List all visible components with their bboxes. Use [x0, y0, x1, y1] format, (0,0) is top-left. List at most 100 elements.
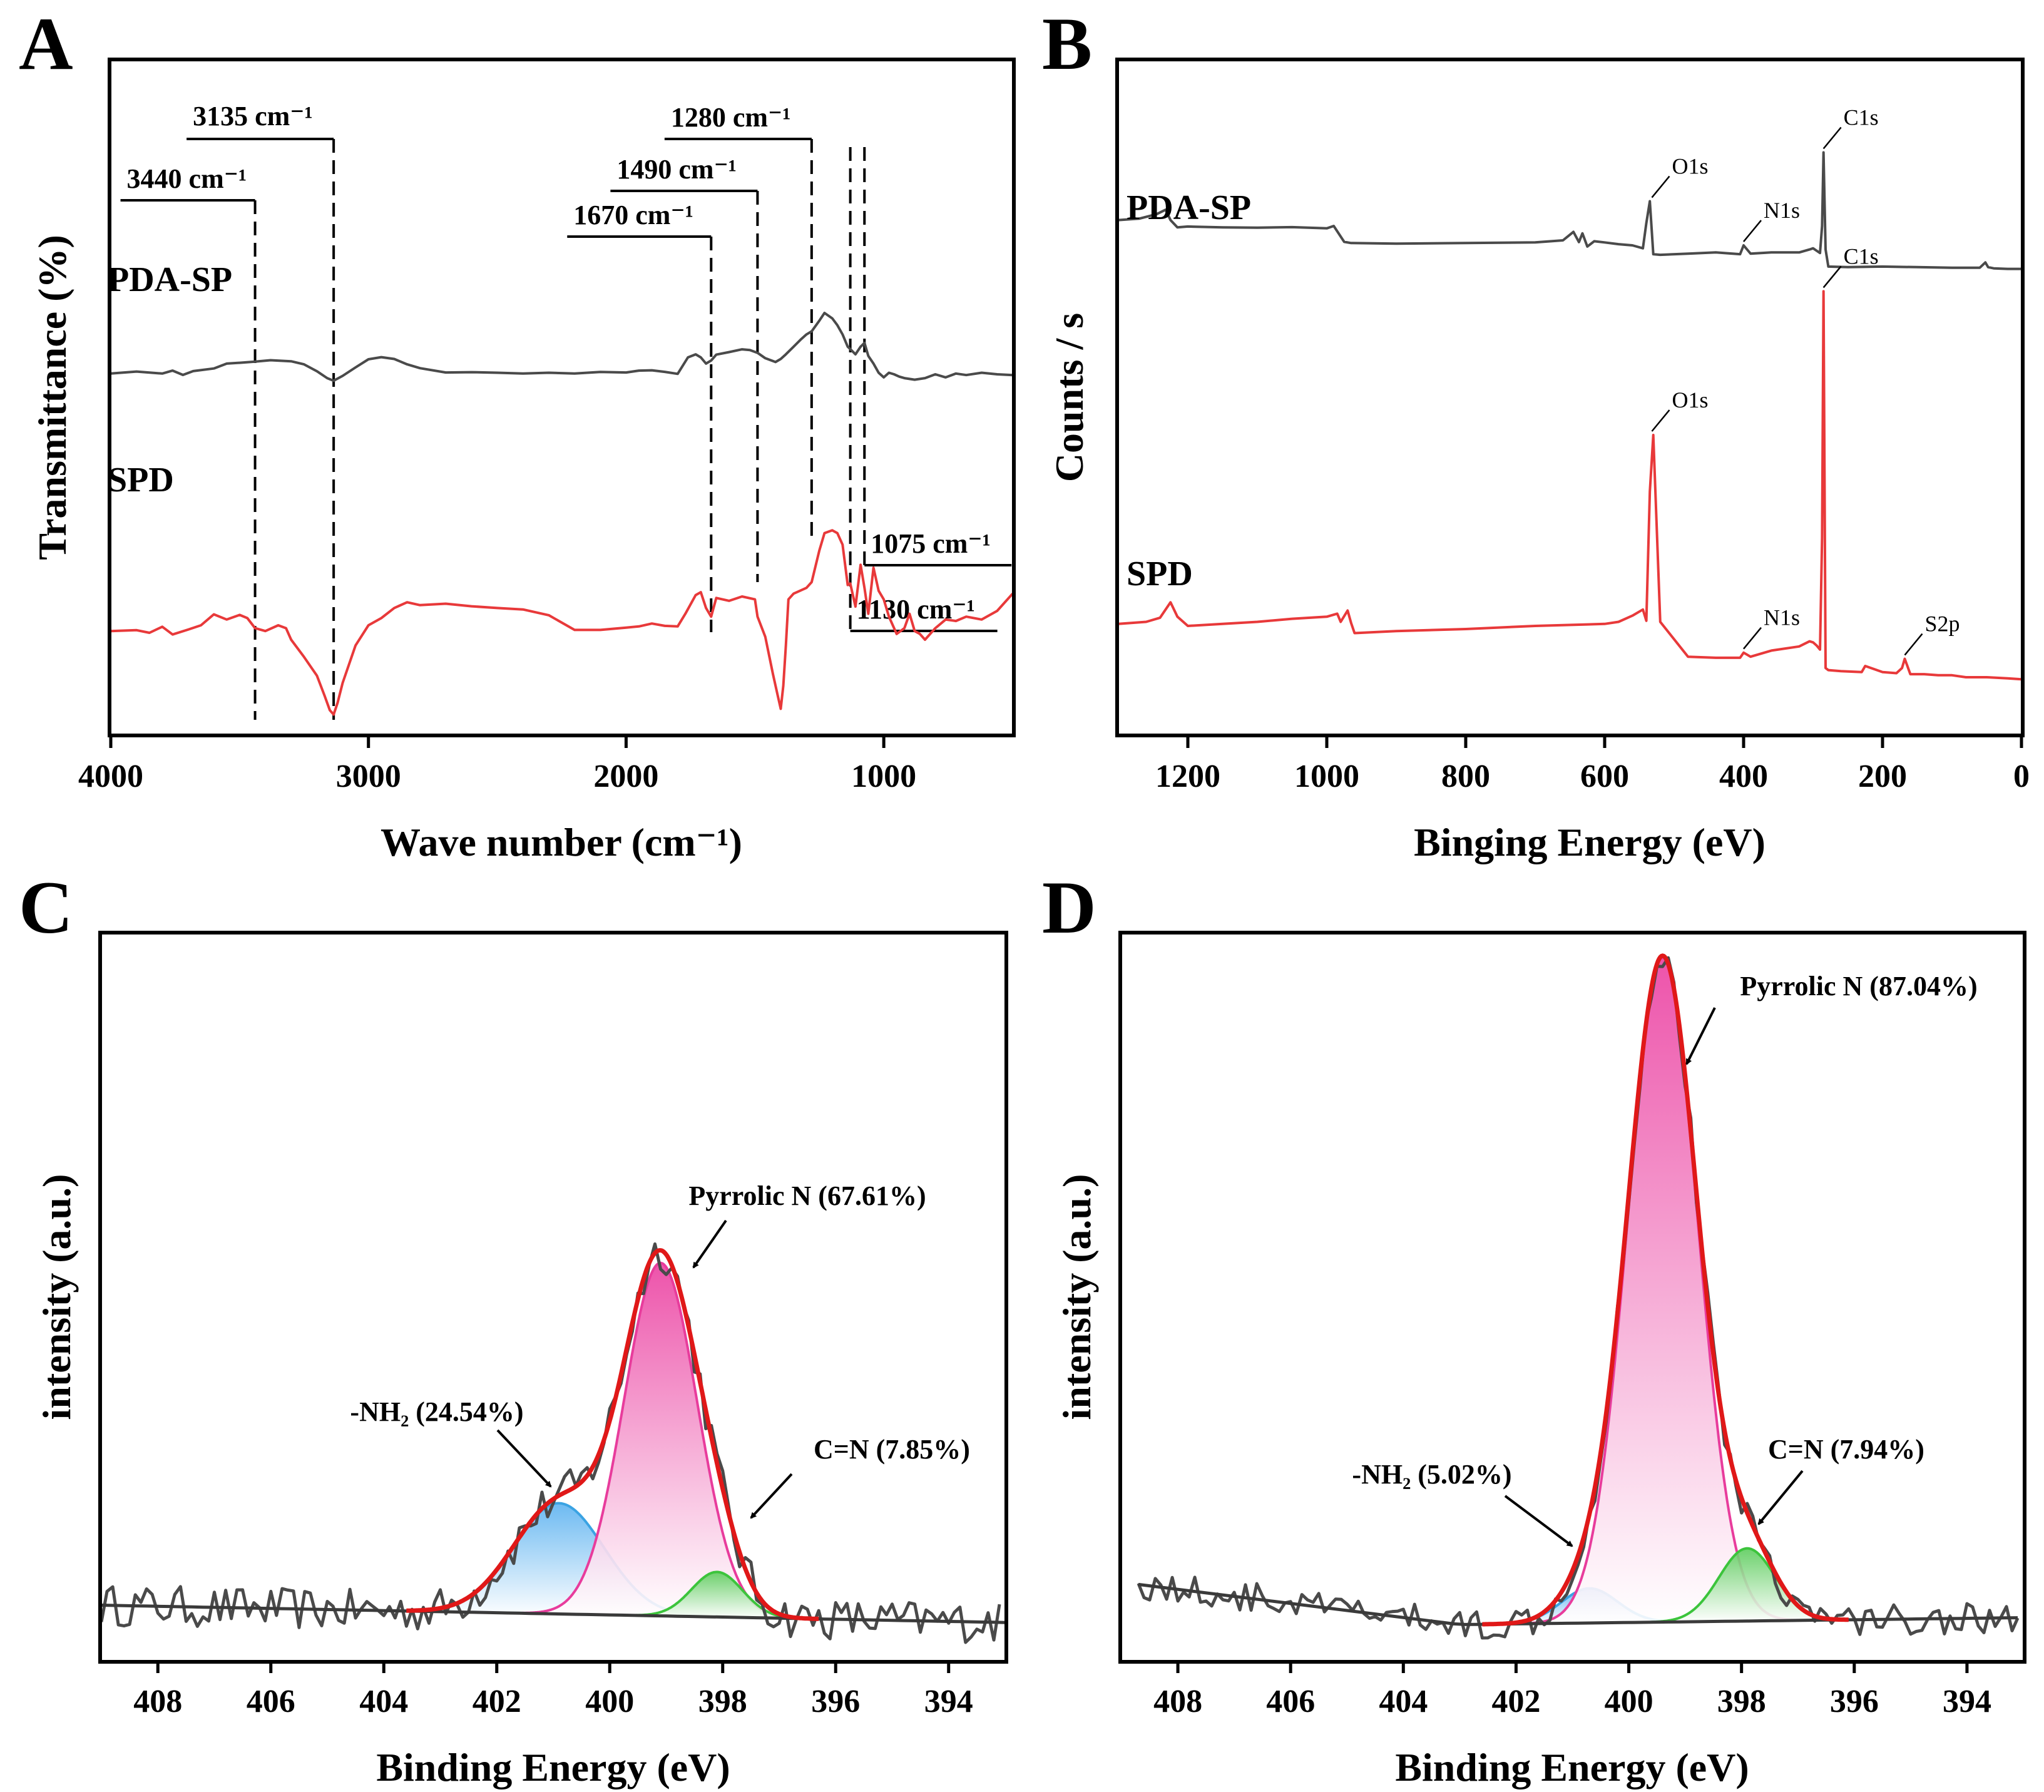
- peak-leader-pda-sp-n1s: [1743, 220, 1762, 242]
- component-arrow-pyrrolic-n: [1685, 1007, 1716, 1065]
- peak-leader-spd-s2p: [1904, 633, 1923, 656]
- plot-frame-b: [1115, 58, 2025, 737]
- peak-label-spd-s2p: S2p: [1925, 612, 1960, 637]
- component-arrow-c-n: [1757, 1470, 1804, 1525]
- x-tick-label-c-396: 396: [811, 1684, 860, 1719]
- component-arrow-nh: [1504, 1495, 1573, 1547]
- x-tick-label-c-398: 398: [698, 1684, 747, 1719]
- panel-label-c: C: [19, 866, 73, 949]
- component-label-nh: -NH₂ (24.54%): [350, 1396, 523, 1427]
- x-tick-label-d-404: 404: [1379, 1684, 1428, 1719]
- peak-label-3440-cm: 3440 cm⁻¹: [127, 163, 247, 194]
- peak-label-1280-cm: 1280 cm⁻¹: [671, 102, 791, 133]
- ftir-annotations: 3440 cm⁻¹ 3135 cm⁻¹ 1670 cm⁻¹ 1490 cm⁻¹ 1280…: [120, 101, 1012, 720]
- panel-b: B C1s O1s N1s C1s O1s N1s S2p 1200 1000 800 600 40…: [1042, 2, 2030, 864]
- x-tick-label-d-400: 400: [1605, 1684, 1653, 1719]
- x-tick-label-b-0: 0: [2013, 759, 2030, 794]
- x-ticks-a: 4000 3000 2000 1000: [78, 735, 916, 794]
- x-tick-label-a-1000: 1000: [851, 759, 916, 794]
- component-label-pyrrolic-n: Pyrrolic N (87.04%): [1740, 971, 1977, 1001]
- panel-d: D 408 406 404 402 400 398 396 394 Pyrrolic N (8…: [1042, 866, 2026, 1789]
- component-label-pyrrolic-n: Pyrrolic N (67.61%): [688, 1180, 926, 1211]
- panel-label-d: D: [1042, 866, 1096, 949]
- component-fill-c-n: [615, 1572, 819, 1619]
- peak-label-1075-cm: 1075 cm⁻¹: [871, 528, 991, 559]
- xps-survey-series: [1118, 151, 2022, 681]
- x-ticks-b: 1200 1000 800 600 400 200 0: [1155, 735, 2030, 794]
- envelope-fit: [406, 1248, 819, 1621]
- x-ticks-c: 408 406 404 402 400 398 396 394: [133, 1661, 973, 1719]
- component-arrow-nh: [496, 1429, 552, 1488]
- panel-label-b: B: [1042, 2, 1092, 85]
- peak-label-spd-c1s: C1s: [1844, 243, 1879, 269]
- peak-leader-spd-o1s: [1651, 409, 1670, 432]
- component-fill-nh: [378, 1503, 740, 1618]
- component-arrow-c-n: [750, 1473, 793, 1519]
- peak-label-pda-sp-o1s: O1s: [1672, 154, 1708, 179]
- plot-frame-d: [1118, 931, 2026, 1664]
- peak-label-1490-cm: 1490 cm⁻¹: [616, 154, 737, 185]
- x-tick-label-c-394: 394: [924, 1684, 973, 1719]
- ftir-series: [110, 312, 1014, 716]
- y-axis-title-c: intensity (a.u.): [34, 1174, 79, 1420]
- background-line: [101, 1604, 1006, 1624]
- x-tick-label-a-4000: 4000: [78, 759, 143, 794]
- peak-leader-spd-n1s: [1743, 627, 1762, 650]
- component-label-c-n: C=N (7.85%): [814, 1434, 970, 1465]
- y-axis-title-b: Counts / s: [1047, 313, 1091, 482]
- peak-leader-spd-c1s: [1822, 265, 1842, 289]
- plot-frame-a: [108, 58, 1016, 737]
- series-line-pda-sp: [110, 312, 1013, 382]
- series-label-pda-sp-a: PDA-SP: [108, 260, 232, 299]
- plot-frame-c: [98, 931, 1008, 1664]
- peak-label-pda-sp-n1s: N1s: [1764, 198, 1800, 223]
- peak-label-1670-cm: 1670 cm⁻¹: [573, 200, 693, 230]
- component-fill-pyrrolic-n: [513, 1262, 808, 1619]
- x-tick-label-d-406: 406: [1266, 1684, 1315, 1719]
- peak-label-1130-cm: 1130 cm⁻¹: [857, 594, 975, 625]
- x-tick-label-b-800: 800: [1441, 759, 1490, 794]
- x-tick-label-d-402: 402: [1491, 1684, 1540, 1719]
- x-tick-label-c-402: 402: [473, 1684, 521, 1719]
- peak-leader-pda-sp-o1s: [1651, 175, 1670, 198]
- y-axis-title-d: intensity (a.u.): [1055, 1174, 1099, 1420]
- series-label-pda-sp-b: PDA-SP: [1127, 188, 1251, 227]
- x-tick-label-b-1200: 1200: [1155, 759, 1220, 794]
- x-tick-label-d-394: 394: [1943, 1684, 1991, 1719]
- peak-label-pda-sp-c1s: C1s: [1844, 105, 1879, 130]
- x-tick-label-a-2000: 2000: [593, 759, 658, 794]
- x-tick-label-a-3000: 3000: [336, 759, 401, 794]
- y-axis-title-a: Transmittance (%): [30, 235, 74, 560]
- x-tick-label-b-200: 200: [1858, 759, 1907, 794]
- component-label-nh: -NH₂ (5.02%): [1352, 1459, 1511, 1490]
- x-tick-label-d-396: 396: [1830, 1684, 1879, 1719]
- x-axis-title-d: Binding Energy (eV): [1395, 1745, 1749, 1789]
- xps-peak-labels: C1s O1s N1s C1s O1s N1s S2p: [1651, 105, 1960, 656]
- peak-label-spd-n1s: N1s: [1764, 605, 1800, 630]
- peak-label-spd-o1s: O1s: [1672, 387, 1708, 412]
- series-label-spd-a: SPD: [108, 461, 174, 499]
- x-tick-label-d-408: 408: [1153, 1684, 1202, 1719]
- n1s-fit-d: [1137, 953, 2020, 1640]
- series-line-spd: [110, 529, 1014, 716]
- component-labels-c: Pyrrolic N (67.61%) -NH₂ (24.54%) C=N (7.8…: [350, 1180, 970, 1519]
- series-label-spd-b: SPD: [1127, 555, 1193, 593]
- component-fill-c-n: [1634, 1548, 1860, 1623]
- x-tick-label-b-400: 400: [1719, 759, 1768, 794]
- x-axis-title-c: Binding Energy (eV): [376, 1745, 730, 1789]
- envelope-fit: [1482, 953, 1849, 1627]
- x-axis-title-b: Binging Energy (eV): [1414, 820, 1766, 864]
- raw-spectrum: [1137, 956, 2020, 1640]
- x-ticks-d: 408 406 404 402 400 398 396 394: [1153, 1661, 1991, 1719]
- x-tick-label-c-404: 404: [359, 1684, 408, 1719]
- panel-label-a: A: [19, 2, 73, 85]
- background-line: [1138, 1582, 2018, 1626]
- series-line-pda-sp-survey: [1118, 151, 2021, 270]
- x-tick-label-b-1000: 1000: [1294, 759, 1359, 794]
- x-tick-label-c-406: 406: [247, 1684, 295, 1719]
- x-tick-label-d-398: 398: [1717, 1684, 1766, 1719]
- peak-label-3135-cm: 3135 cm⁻¹: [193, 101, 313, 131]
- x-axis-title-a: Wave number (cm⁻¹): [381, 820, 742, 864]
- peak-leader-pda-sp-c1s: [1822, 126, 1842, 150]
